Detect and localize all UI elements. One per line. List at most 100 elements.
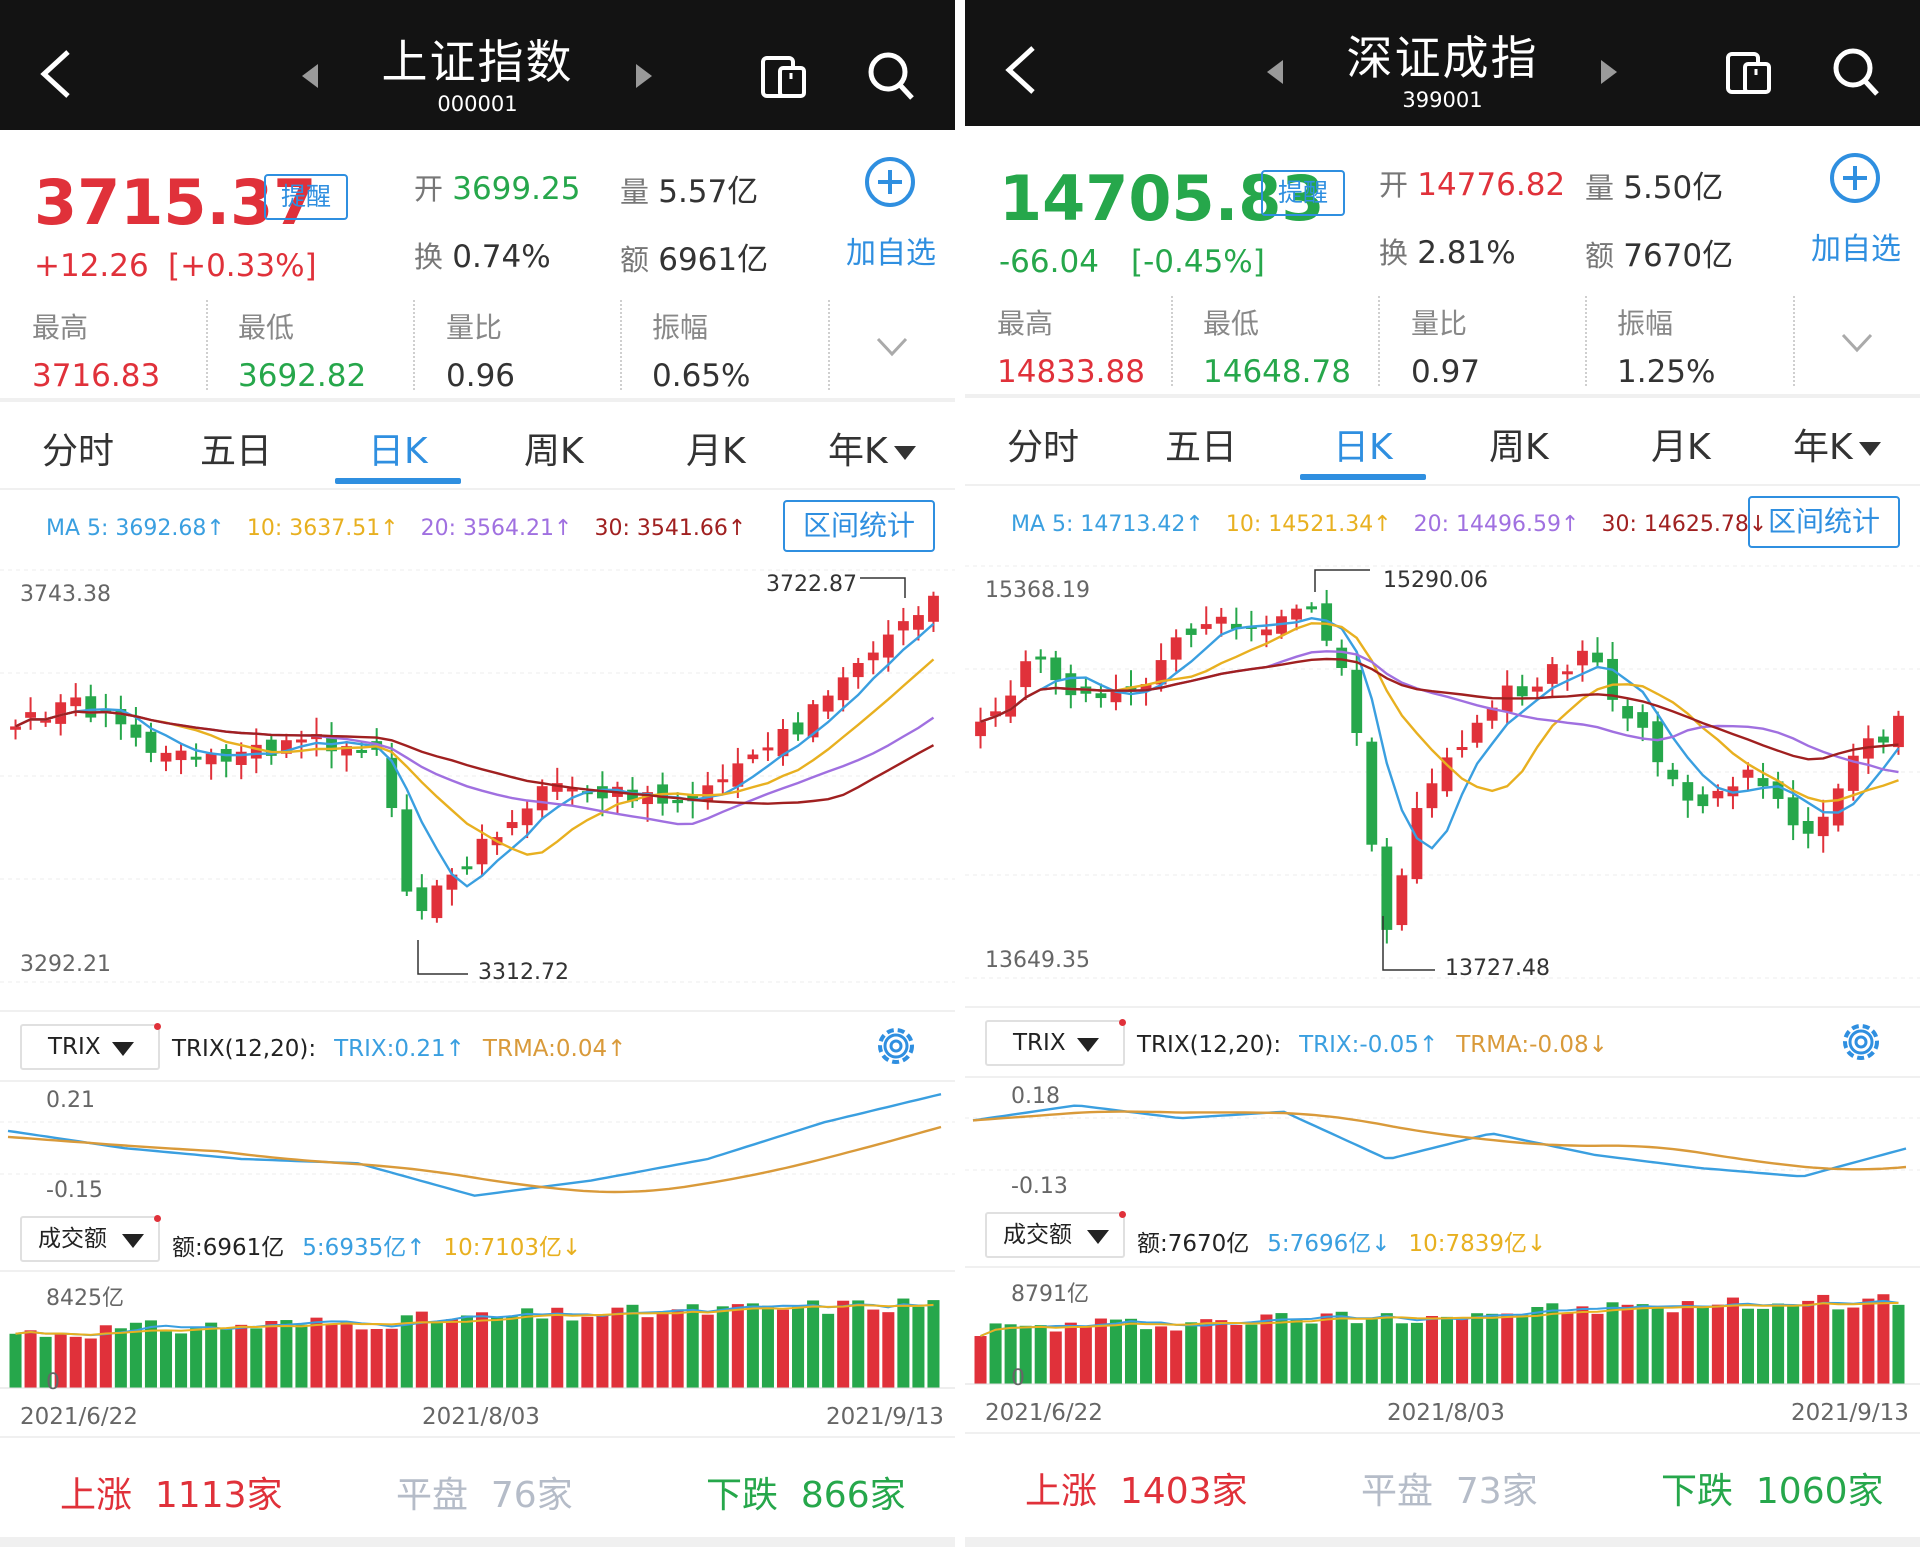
trough-marker-line <box>1382 916 1435 971</box>
trix-chart[interactable] <box>965 1080 1920 1208</box>
add-circle-icon[interactable] <box>1829 152 1881 204</box>
panel-shanghai: 上证指数 000001 3715.37 提醒 +12.26 [+0.33%] 开… <box>0 0 955 1547</box>
candle <box>1802 807 1814 849</box>
amount-legend: 额:7670亿 5:7696亿↓ 10:7839亿↓ <box>1137 1231 1547 1257</box>
amount-bar <box>1561 1313 1574 1384</box>
ma10-line <box>980 622 1899 803</box>
amount-bar <box>761 1305 774 1388</box>
add-watchlist-button[interactable]: 加自选 <box>1811 232 1901 267</box>
candle <box>990 697 1001 727</box>
bottom-bar <box>0 1537 955 1547</box>
interval-stats-button[interactable]: 区间统计 <box>1748 496 1900 548</box>
amplitude-value: 0.65% <box>652 358 751 394</box>
amount-bar <box>686 1304 699 1388</box>
tab-intraday[interactable]: 分时 <box>42 431 115 472</box>
candlestick-chart[interactable] <box>0 560 955 992</box>
tab-yearly-k[interactable]: 年K <box>828 422 916 474</box>
device-switch-icon[interactable] <box>760 52 808 100</box>
search-icon[interactable] <box>866 50 916 102</box>
bottom-bar <box>965 1537 1920 1547</box>
amount-bar <box>400 1315 413 1388</box>
turnover-value: 0.74% <box>452 239 551 275</box>
tab-monthly-k[interactable]: 月K <box>686 431 746 472</box>
candle <box>1847 743 1859 801</box>
amount-bar <box>1666 1312 1679 1384</box>
amount-bar-chart[interactable] <box>0 1272 955 1400</box>
remind-button[interactable]: 提醒 <box>264 174 348 220</box>
amount-axis-top: 8425亿 <box>46 1286 124 1311</box>
tab-daily-k[interactable]: 日K <box>368 431 428 472</box>
back-arrow-icon[interactable] <box>1003 44 1039 96</box>
candle <box>1215 607 1227 637</box>
flat-count: 平盘 73家 <box>1361 1471 1538 1512</box>
back-arrow-icon[interactable] <box>38 48 74 100</box>
amount-bar <box>1711 1304 1724 1384</box>
candle <box>1832 783 1844 832</box>
tab-monthly-k[interactable]: 月K <box>1651 427 1711 468</box>
ma30-value: 30: 14625.78↓ <box>1601 512 1768 537</box>
chevron-down-icon[interactable] <box>1840 332 1874 354</box>
amount-bar <box>792 1306 805 1388</box>
ma5-line <box>14 622 935 888</box>
amount-bar <box>99 1325 112 1388</box>
trix-legend: TRIX(12,20): TRIX:0.21↑ TRMA:0.04↑ <box>172 1036 627 1062</box>
top-bar: 深证成指 399001 <box>965 0 1920 126</box>
amount-bar <box>1335 1311 1348 1384</box>
candle <box>1426 768 1438 818</box>
next-caret-icon[interactable] <box>1601 60 1617 84</box>
prev-caret-icon[interactable] <box>1267 60 1283 84</box>
y-axis-bottom: 13649.35 <box>985 948 1090 973</box>
tab-five-day[interactable]: 五日 <box>1165 427 1238 468</box>
turnover-stat: 换 2.81% <box>1379 235 1516 271</box>
candle <box>386 742 398 818</box>
trix-selector[interactable]: TRIX <box>985 1019 1126 1066</box>
tab-daily-k[interactable]: 日K <box>1333 427 1393 468</box>
trix-axis-top: 0.21 <box>46 1088 95 1113</box>
price-change: -66.04 <box>999 244 1099 280</box>
amount-indicator-selector[interactable]: 成交额 <box>20 1215 161 1262</box>
tab-yearly-k[interactable]: 年K <box>1793 418 1881 470</box>
divider <box>1171 296 1173 386</box>
candle <box>1607 641 1618 712</box>
device-switch-icon[interactable] <box>1725 48 1773 96</box>
amount-bar <box>1064 1322 1077 1384</box>
next-caret-icon[interactable] <box>636 64 652 88</box>
amount-bar <box>1019 1325 1032 1384</box>
gear-icon[interactable] <box>872 1022 920 1070</box>
candle <box>642 785 653 822</box>
amount-bar <box>1636 1304 1649 1384</box>
candle <box>1200 606 1212 635</box>
amount-bar <box>385 1328 398 1388</box>
search-icon[interactable] <box>1831 46 1881 98</box>
divider <box>965 1432 1920 1434</box>
add-watchlist-button[interactable]: 加自选 <box>846 236 936 271</box>
candle <box>732 747 744 799</box>
amount-indicator-selector[interactable]: 成交额 <box>985 1211 1126 1258</box>
trix-value: TRIX:0.21↑ <box>334 1036 465 1062</box>
amount-bar <box>1215 1320 1228 1384</box>
amount-bar <box>716 1306 729 1388</box>
trix-selector[interactable]: TRIX <box>20 1023 161 1070</box>
amount-bar <box>205 1322 218 1388</box>
remind-button[interactable]: 提醒 <box>1261 170 1345 216</box>
divider <box>1585 296 1587 386</box>
prev-caret-icon[interactable] <box>302 64 318 88</box>
gear-icon[interactable] <box>1837 1018 1885 1066</box>
amount-bar <box>129 1322 142 1388</box>
candlestick-chart[interactable] <box>965 556 1920 988</box>
amount-bar <box>521 1308 534 1388</box>
amount-bar-chart[interactable] <box>965 1268 1920 1396</box>
amount-bar <box>1425 1315 1438 1384</box>
amount-bar <box>1606 1302 1619 1384</box>
low-value: 3692.82 <box>238 358 367 394</box>
tab-five-day[interactable]: 五日 <box>200 431 273 472</box>
amount-bar <box>1380 1313 1393 1384</box>
tab-weekly-k[interactable]: 周K <box>524 431 584 472</box>
tab-weekly-k[interactable]: 周K <box>1489 427 1549 468</box>
chevron-down-icon[interactable] <box>875 336 909 358</box>
tab-intraday[interactable]: 分时 <box>1007 427 1080 468</box>
candle <box>1261 615 1272 648</box>
add-circle-icon[interactable] <box>864 156 916 208</box>
trix-chart[interactable] <box>0 1084 955 1212</box>
interval-stats-button[interactable]: 区间统计 <box>783 500 935 552</box>
